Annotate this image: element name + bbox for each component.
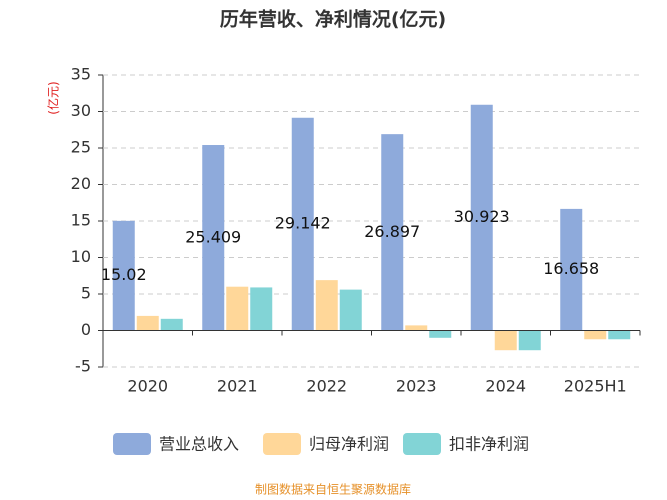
bar (160, 318, 183, 331)
y-tick-label: 15 (71, 211, 91, 230)
x-tick-label: 2024 (485, 377, 526, 396)
legend-label: 营业总收入 (159, 435, 239, 454)
legend-swatch[interactable] (403, 433, 441, 455)
data-label: 25.409 (185, 227, 241, 246)
bar (381, 134, 404, 331)
bar (250, 287, 273, 331)
y-tick-label: 10 (71, 247, 91, 266)
source-note: 制图数据来自恒生聚源数据库 (255, 482, 411, 497)
bar (608, 330, 631, 340)
bar (560, 208, 583, 331)
x-tick-label: 2022 (306, 377, 347, 396)
bar (202, 145, 225, 331)
x-tick-label: 2023 (396, 377, 437, 396)
legend-label: 扣非净利润 (449, 435, 529, 454)
y-tick-label: 25 (71, 138, 91, 157)
chart-title: 历年营收、净利情况(亿元) (220, 8, 446, 31)
bar (291, 117, 314, 331)
x-tick-label: 2025H1 (564, 377, 627, 396)
bar (429, 330, 452, 338)
bar (226, 286, 249, 331)
y-axis-label: (亿元) (46, 81, 61, 114)
y-tick-label: 0 (81, 320, 91, 339)
bar (112, 220, 135, 331)
y-tick-label: 5 (81, 284, 91, 303)
legend-swatch[interactable] (263, 433, 301, 455)
y-tick-label: 30 (71, 101, 91, 120)
data-label: 16.658 (543, 259, 599, 278)
x-tick-label: 2021 (217, 377, 258, 396)
bar (518, 330, 541, 351)
y-tick-label: 35 (71, 65, 91, 84)
y-tick-label: 20 (71, 174, 91, 193)
data-label: 30.923 (454, 207, 510, 226)
data-label: 26.897 (364, 222, 420, 241)
bar (494, 330, 517, 351)
y-tick-label: -5 (75, 357, 91, 376)
bar (584, 330, 607, 340)
x-tick-label: 2020 (127, 377, 168, 396)
legend-label: 归母净利润 (309, 435, 389, 454)
bar (136, 315, 159, 331)
data-label: 15.02 (101, 265, 147, 284)
bar (339, 289, 362, 331)
data-label: 29.142 (275, 214, 331, 233)
bar (405, 325, 428, 331)
bar (470, 104, 493, 331)
legend-swatch[interactable] (113, 433, 151, 455)
bar (315, 280, 338, 331)
